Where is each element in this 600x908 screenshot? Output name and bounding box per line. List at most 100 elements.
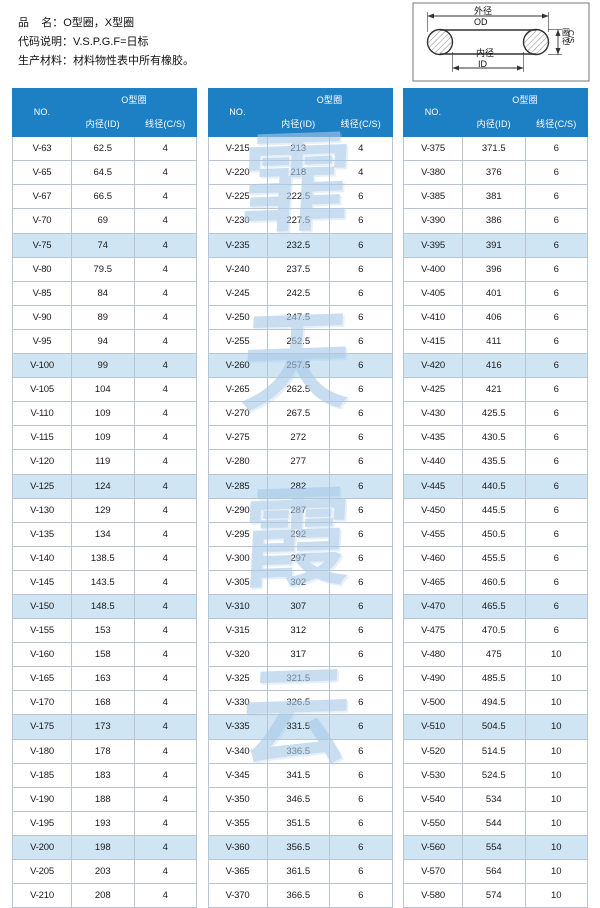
table-row: V-80 79.5 4	[12, 256, 197, 282]
cell-no: V-370	[207, 883, 268, 908]
table-row: V-350 346.5 6	[207, 786, 393, 812]
cell-inner-diameter: 218	[266, 160, 330, 186]
cell-cross-section: 6	[329, 473, 393, 499]
cell-no: V-125	[12, 473, 72, 499]
table-row: V-460 455.5 6	[403, 545, 588, 571]
table-row: V-245 242.5 6	[207, 280, 393, 306]
cell-cross-section: 6	[524, 184, 588, 210]
cell-no: V-435	[403, 425, 463, 451]
cell-no: V-70	[12, 208, 72, 234]
table-row: V-280 277 6	[207, 449, 393, 475]
cell-cross-section: 6	[524, 160, 588, 186]
table-row: V-67 66.5 4	[12, 184, 197, 210]
cell-inner-diameter: 356.5	[266, 834, 330, 861]
cell-cross-section: 4	[329, 160, 393, 186]
cell-inner-diameter: 247.5	[266, 304, 330, 330]
cell-no: V-520	[403, 738, 463, 764]
cell-inner-diameter: 134	[71, 521, 135, 547]
table-row: V-215 213 4	[207, 136, 393, 162]
cell-inner-diameter: 178	[71, 738, 135, 764]
cell-no: V-225	[207, 184, 268, 210]
table-row: V-185 183 4	[12, 762, 197, 788]
cell-no: V-580	[403, 883, 463, 908]
table-row: V-465 460.5 6	[403, 569, 588, 595]
cell-no: V-75	[12, 232, 72, 258]
cell-no: V-120	[12, 449, 72, 475]
column-header-cs: 线径(C/S)	[329, 112, 393, 138]
cell-cross-section: 6	[329, 521, 393, 547]
cell-inner-diameter: 89	[71, 304, 135, 330]
cell-inner-diameter: 425.5	[462, 401, 526, 427]
cell-inner-diameter: 336.5	[266, 738, 330, 764]
table-row: V-180 178 4	[12, 738, 197, 764]
cell-cross-section: 4	[133, 160, 197, 186]
cell-inner-diameter: 143.5	[71, 569, 135, 595]
cell-no: V-415	[403, 328, 463, 355]
table-row: V-145 143.5 4	[12, 569, 197, 595]
column-header-id: 内径(ID)	[462, 112, 526, 138]
diagram-label-od-cn: 外径	[474, 6, 493, 16]
cell-inner-diameter: 416	[462, 353, 526, 379]
cell-inner-diameter: 104	[71, 377, 135, 403]
table-row: V-410 406 6	[403, 304, 588, 330]
column-header-id: 内径(ID)	[266, 112, 330, 138]
cell-cross-section: 4	[133, 497, 197, 523]
table-row: V-220 218 4	[207, 160, 393, 186]
spec-line-product-name: 品 名：O型圈，X型圈	[18, 17, 135, 29]
cell-no: V-530	[403, 762, 463, 788]
cell-no: V-160	[12, 642, 72, 668]
cell-cross-section: 4	[133, 738, 197, 764]
cell-cross-section: 6	[329, 377, 393, 403]
cell-cross-section: 6	[329, 883, 393, 908]
table-row: V-375 371.5 6	[403, 136, 588, 162]
cell-inner-diameter: 574	[462, 883, 526, 908]
table-column-1: NO. O型圈 内径(ID) 线径(C/S) V-63 62.5 4 V-65 64.5 4 V-6…	[12, 87, 197, 908]
table-row: V-550 544 10	[403, 810, 588, 836]
cell-cross-section: 4	[133, 401, 197, 427]
column-header-group: O型圈	[266, 87, 393, 114]
table-row: V-540 534 10	[403, 786, 588, 812]
column-header-no: NO.	[207, 87, 268, 138]
cell-inner-diameter: 188	[71, 786, 135, 812]
cell-inner-diameter: 361.5	[266, 858, 330, 885]
table-row: V-475 470.5 6	[403, 618, 588, 644]
cell-cross-section: 6	[329, 208, 393, 234]
table-row: V-135 134 4	[12, 521, 197, 547]
table-row: V-75 74 4	[12, 232, 197, 258]
cell-inner-diameter: 242.5	[266, 280, 330, 306]
cell-cross-section: 6	[524, 353, 588, 379]
cell-no: V-400	[403, 256, 463, 282]
cell-cross-section: 10	[524, 858, 588, 885]
table-row: V-405 401 6	[403, 280, 588, 306]
cell-no: V-500	[403, 690, 463, 716]
cell-inner-diameter: 129	[71, 497, 135, 523]
table-row: V-450 445.5 6	[403, 497, 588, 523]
cell-inner-diameter: 208	[71, 883, 135, 908]
cell-inner-diameter: 386	[462, 208, 526, 234]
cell-no: V-63	[12, 136, 72, 162]
table-row: V-63 62.5 4	[12, 136, 197, 162]
cell-cross-section: 10	[524, 810, 588, 836]
cell-inner-diameter: 119	[71, 449, 135, 475]
cell-no: V-560	[403, 834, 463, 861]
cell-no: V-325	[207, 666, 268, 692]
cell-no: V-290	[207, 497, 268, 523]
cell-no: V-340	[207, 738, 268, 764]
table-row: V-385 381 6	[403, 184, 588, 210]
table-row: V-105 104 4	[12, 377, 197, 403]
cell-inner-diameter: 465.5	[462, 593, 526, 620]
table-column-2: NO. O型圈 内径(ID) 线径(C/S) V-215 213 4 V-220 218 4 V-2…	[207, 87, 393, 908]
o-ring-cross-section-diagram: 外径 OD 内径 ID 圈径 C/S	[412, 2, 590, 82]
cell-no: V-460	[403, 545, 463, 571]
cell-cross-section: 4	[133, 328, 197, 355]
cell-no: V-205	[12, 858, 72, 885]
cell-cross-section: 4	[133, 232, 197, 258]
cell-inner-diameter: 282	[266, 473, 330, 499]
table-row: V-370 366.5 6	[207, 883, 393, 908]
cell-inner-diameter: 351.5	[266, 810, 330, 836]
cell-cross-section: 4	[133, 690, 197, 716]
cell-cross-section: 6	[329, 304, 393, 330]
cell-cross-section: 6	[524, 569, 588, 595]
column-header-group: O型圈	[71, 87, 197, 114]
cell-no: V-65	[12, 160, 72, 186]
